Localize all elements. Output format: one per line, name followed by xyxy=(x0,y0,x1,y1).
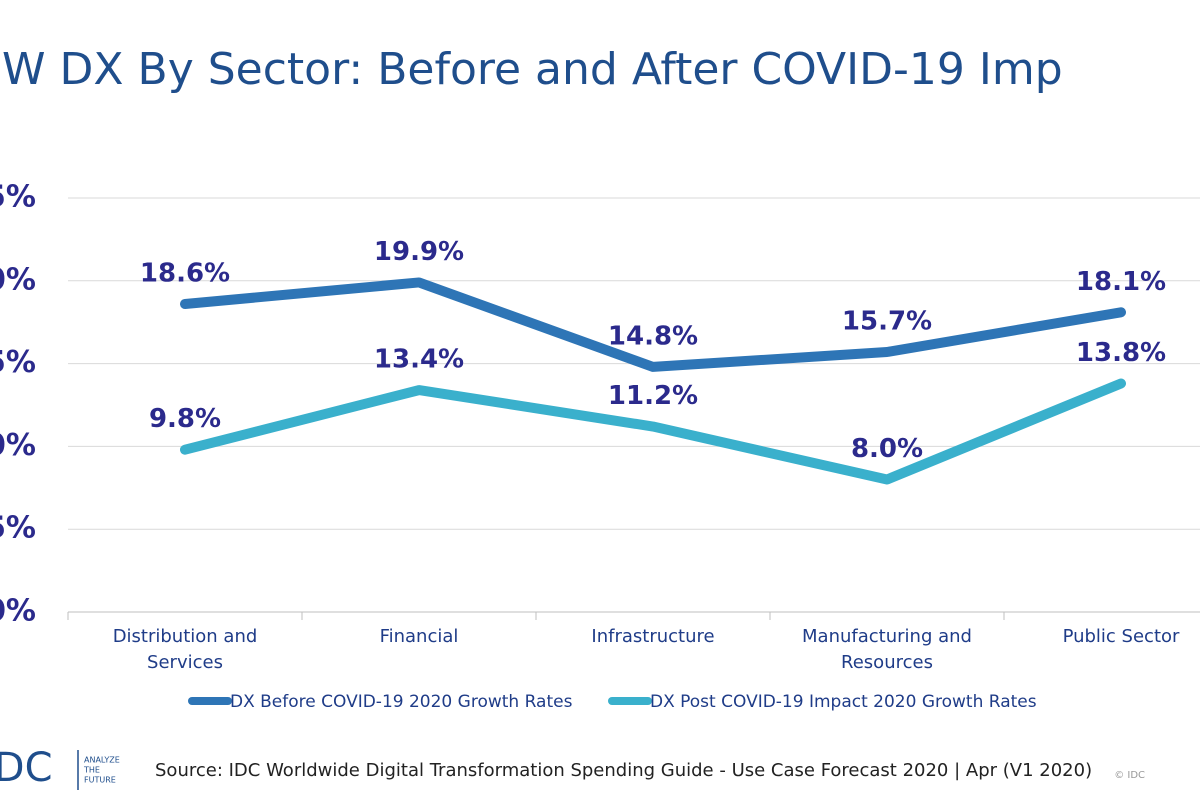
x-tick-label: Public Sector xyxy=(1062,626,1180,647)
data-label: 9.8% xyxy=(149,404,221,434)
y-tick-label: 20% xyxy=(0,262,36,297)
data-label: 14.8% xyxy=(608,321,698,351)
series-line xyxy=(180,378,1126,485)
logo-tagline: THE xyxy=(83,766,100,775)
data-label: 19.9% xyxy=(374,237,464,267)
y-tick-label: 10% xyxy=(0,428,36,463)
series-line xyxy=(180,277,1126,372)
logo-tagline: FUTURE xyxy=(84,776,116,785)
data-label: 13.8% xyxy=(1076,338,1166,368)
y-tick-label: 0% xyxy=(0,594,36,629)
x-tick-label: Financial xyxy=(379,626,459,647)
chart-title: W DX By Sector: Before and After COVID-1… xyxy=(2,44,1063,95)
y-tick-label: 15% xyxy=(0,345,36,380)
legend-label: DX Before COVID-19 2020 Growth Rates xyxy=(230,692,573,712)
x-tick-label: Manufacturing and Resources xyxy=(802,626,972,673)
logo-tagline: ANALYZE xyxy=(84,756,120,765)
y-tick-label: 25% xyxy=(0,180,36,215)
copyright: © IDC xyxy=(1114,770,1145,781)
data-label: 8.0% xyxy=(851,434,923,464)
x-tick-label: Infrastructure xyxy=(591,626,715,647)
x-tick-label: Distribution and Services xyxy=(112,626,258,673)
data-label: 15.7% xyxy=(842,307,932,337)
data-label: 18.1% xyxy=(1076,267,1166,297)
data-label: 18.6% xyxy=(140,258,230,288)
source: Source: IDC Worldwide Digital Transforma… xyxy=(155,760,1092,781)
data-label: 11.2% xyxy=(608,381,698,411)
legend-label: DX Post COVID-19 Impact 2020 Growth Rate… xyxy=(650,692,1037,712)
data-label: 13.4% xyxy=(374,345,464,375)
logo: IDC xyxy=(0,745,53,791)
y-tick-label: 5% xyxy=(0,511,36,546)
